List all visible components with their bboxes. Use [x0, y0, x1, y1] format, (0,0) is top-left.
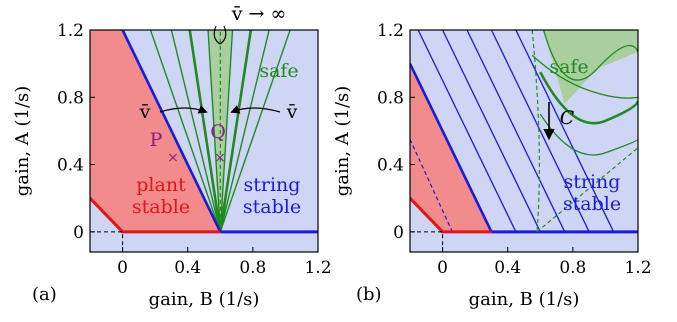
point-p-marker: × — [167, 150, 179, 166]
panel-a-tag: (a) — [32, 284, 57, 305]
x-tick-label: 1.2 — [624, 258, 651, 278]
point-p-label: P — [150, 129, 163, 151]
y-tick-label: 0.4 — [57, 156, 84, 176]
panel-b-ylabel: gain, A (1/s) — [332, 86, 353, 197]
string-label-line1: string — [244, 174, 301, 196]
panel-b-plot — [410, 30, 638, 252]
panel-a-ylabel: gain, A (1/s) — [12, 86, 33, 197]
vbar-left-label: v̄ — [139, 101, 151, 123]
string-label-b-line2: stable — [563, 193, 621, 215]
vinf-label: v̄ → ∞ — [231, 3, 287, 25]
string-label-line2: stable — [243, 196, 301, 218]
safe-label: safe — [259, 60, 298, 82]
point-q-marker: × — [214, 150, 226, 166]
panel-b: 0 0.4 0.8 1.200.40.81.2 safe string stable … — [332, 21, 652, 310]
string-label-b-line1: string — [564, 171, 621, 193]
y-tick-label: 0 — [73, 223, 84, 243]
y-tick-label: 1.2 — [57, 21, 84, 41]
y-tick-label: 0.4 — [377, 156, 404, 176]
x-tick-label: 0 — [437, 258, 448, 278]
c-arrow-label: C — [560, 107, 575, 129]
x-tick-label: 0.8 — [239, 258, 266, 278]
y-tick-label: 0 — [393, 223, 404, 243]
x-tick-label: 1.2 — [304, 258, 331, 278]
panel-b-xlabel: gain, B (1/s) — [469, 289, 580, 310]
plant-label-line1: plant — [136, 174, 186, 196]
x-tick-label: 0.4 — [494, 258, 521, 278]
y-tick-label: 0.8 — [377, 88, 404, 108]
y-tick-label: 0.8 — [57, 88, 84, 108]
panel-b-tag: (b) — [356, 284, 382, 305]
point-q-label: Q — [210, 121, 226, 143]
panel-a: 0 0.4 0.8 1.2 0 0.4 0.8 1.2 plant stable string… — [12, 0, 332, 310]
panel-a-xlabel: gain, B (1/s) — [149, 289, 260, 310]
plant-label-line2: stable — [132, 196, 190, 218]
safe-label-b: safe — [549, 56, 588, 78]
x-tick-label: 0 — [117, 258, 128, 278]
vbar-right-label: v̄ — [286, 101, 298, 123]
y-tick-label: 1.2 — [377, 21, 404, 41]
x-tick-label: 0.4 — [174, 258, 201, 278]
x-tick-label: 0.8 — [559, 258, 586, 278]
